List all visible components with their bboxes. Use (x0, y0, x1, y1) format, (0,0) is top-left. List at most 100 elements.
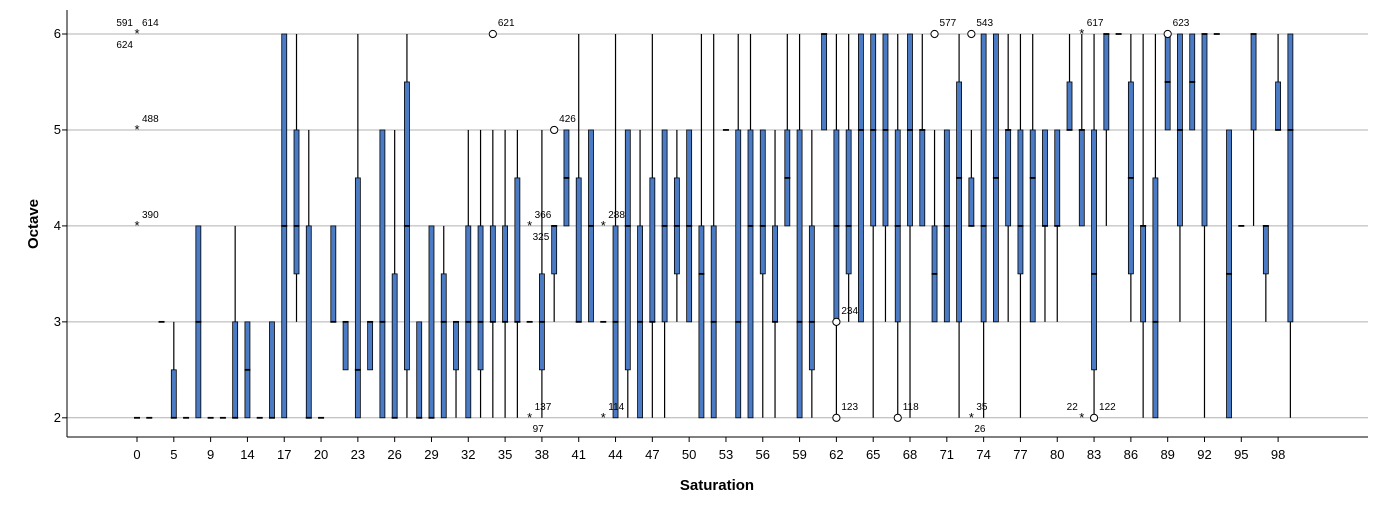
box-iqr (1066, 81, 1073, 131)
box-item (956, 33, 963, 418)
outlier-label: 543 (976, 18, 993, 29)
box-item (489, 129, 496, 418)
y-axis-title: Octave (25, 199, 42, 249)
x-tick-label: 47 (645, 447, 659, 462)
box-iqr (330, 225, 337, 323)
box-iqr (1042, 129, 1048, 227)
box-item (575, 33, 582, 323)
box-iqr (440, 273, 447, 419)
box-item (195, 225, 202, 419)
x-tick-label: 29 (424, 447, 438, 462)
box-item (686, 129, 693, 323)
x-tick-label: 41 (571, 447, 585, 462)
box-series (134, 33, 1294, 419)
box-iqr (489, 225, 496, 323)
box-item (673, 129, 680, 322)
box-iqr (1275, 81, 1282, 131)
box-iqr (416, 321, 423, 419)
x-tick-label: 86 (1124, 447, 1138, 462)
outlier-label: 288 (608, 210, 625, 221)
box-iqr (956, 81, 962, 323)
box-iqr (170, 369, 177, 419)
box-item (1127, 33, 1134, 322)
x-tick-label: 35 (498, 447, 512, 462)
outlier-label: 426 (559, 114, 576, 125)
outlier-label: 97 (533, 424, 545, 435)
box-iqr (428, 225, 435, 419)
outlier-label: 35 (976, 402, 988, 413)
box-iqr (367, 321, 374, 371)
x-tick-label: 95 (1234, 447, 1248, 462)
box-item (637, 129, 644, 419)
box-item (268, 321, 275, 419)
box-iqr (1005, 129, 1012, 227)
outlier-circle (893, 413, 902, 422)
box-item (1226, 129, 1233, 419)
y-tick-label: 2 (54, 410, 61, 425)
box-item (587, 129, 594, 323)
outlier-point: *35 26 (969, 402, 988, 435)
outlier-circle (832, 317, 841, 326)
outlier-label: 26 (974, 424, 986, 435)
box-iqr (502, 225, 509, 323)
box-iqr (980, 33, 987, 323)
box-item (170, 321, 177, 419)
box-item (1066, 33, 1073, 131)
x-tick-label: 20 (314, 447, 328, 462)
outlier-circle (930, 29, 939, 39)
outlier-label: 114 (608, 402, 624, 413)
x-tick-label: 5 (170, 447, 177, 462)
outlier-label: 22 (1067, 402, 1079, 413)
x-tick-label: 32 (461, 447, 475, 462)
box-item (649, 33, 656, 418)
box-item (1189, 33, 1196, 131)
box-item (1017, 33, 1024, 418)
box-item (440, 225, 447, 419)
box-iqr (858, 33, 864, 323)
outlier-label: 137 (535, 402, 552, 413)
x-tick-label: 9 (207, 447, 214, 462)
box-iqr (649, 177, 656, 323)
box-iqr (1287, 33, 1294, 323)
x-axis-title: Saturation (680, 477, 754, 494)
box-iqr (772, 225, 778, 323)
outlier-label: 234 (841, 306, 858, 317)
outlier-label: 123 (841, 402, 858, 413)
outlier-circle (1089, 413, 1099, 422)
x-tick-label: 56 (756, 447, 770, 462)
box-item (845, 33, 852, 322)
box-item (563, 129, 570, 227)
box-item (882, 33, 889, 322)
box-iqr (845, 129, 852, 275)
outlier-point: 623 (1163, 18, 1190, 39)
box-item (1250, 33, 1257, 226)
x-tick-label: 59 (792, 447, 806, 462)
outlier-star: * (1079, 410, 1084, 425)
box-iqr (551, 225, 558, 275)
box-iqr (379, 129, 386, 419)
box-item (538, 129, 545, 418)
outlier-circle (550, 125, 559, 135)
x-tick-label: 65 (866, 447, 880, 462)
box-iqr (808, 225, 815, 371)
outlier-label: 623 (1173, 18, 1190, 29)
box-item (821, 33, 828, 131)
outlier-circle (1163, 29, 1172, 39)
outlier-star: * (527, 410, 532, 425)
box-item (403, 33, 410, 418)
box-item (367, 320, 374, 371)
outlier-point: 426 (550, 114, 576, 135)
box-item (551, 224, 558, 322)
x-tick-label: 80 (1050, 447, 1064, 462)
box-item (992, 33, 999, 323)
box-item (1262, 224, 1269, 322)
box-item (1201, 33, 1208, 418)
box-item (281, 33, 288, 419)
box-item (759, 129, 766, 418)
box-iqr (453, 321, 459, 371)
outlier-label: 366 (535, 210, 552, 221)
x-tick-label: 68 (903, 447, 917, 462)
outlier-label: 621 (498, 18, 515, 29)
box-item (1091, 33, 1098, 418)
